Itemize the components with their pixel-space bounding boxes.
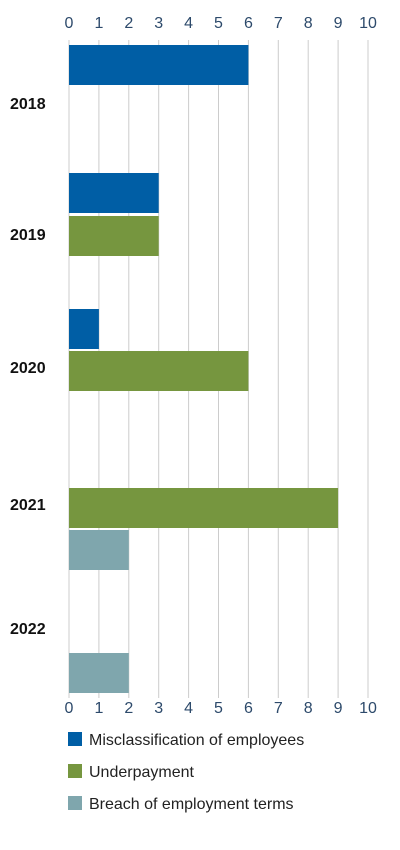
x-tick-top-6: 6 xyxy=(244,15,253,32)
bar-2020-underpayment xyxy=(69,351,249,391)
legend-label-0: Misclassification of employees xyxy=(89,732,304,749)
x-tick-bottom-7: 7 xyxy=(274,700,283,717)
x-tick-top-4: 4 xyxy=(184,15,193,32)
category-label-2019: 2019 xyxy=(10,227,46,244)
x-tick-top-5: 5 xyxy=(214,15,223,32)
x-tick-bottom-1: 1 xyxy=(94,700,103,717)
x-tick-top-3: 3 xyxy=(154,15,163,32)
x-tick-top-10: 10 xyxy=(359,15,377,32)
category-label-2021: 2021 xyxy=(10,497,46,514)
x-tick-top-8: 8 xyxy=(304,15,313,32)
x-axis-top: 0 1 2 3 4 5 6 7 8 9 10 xyxy=(65,15,377,32)
category-label-2022: 2022 xyxy=(10,621,46,638)
x-tick-top-0: 0 xyxy=(65,15,74,32)
x-tick-top-1: 1 xyxy=(94,15,103,32)
x-tick-top-2: 2 xyxy=(124,15,133,32)
x-tick-bottom-2: 2 xyxy=(124,700,133,717)
bar-2018-misclassification-of-employees xyxy=(69,45,249,85)
category-label-2020: 2020 xyxy=(10,360,46,377)
category-label-2018: 2018 xyxy=(10,96,46,113)
x-axis-bottom: 0 1 2 3 4 5 6 7 8 9 10 xyxy=(65,700,377,717)
legend-swatch-1 xyxy=(68,764,82,778)
x-tick-bottom-8: 8 xyxy=(304,700,313,717)
legend-swatch-2 xyxy=(68,796,82,810)
category-labels: 2018 2019 2020 2021 2022 xyxy=(10,96,46,638)
bar-2019-underpayment xyxy=(69,216,159,256)
x-tick-bottom-0: 0 xyxy=(65,700,74,717)
legend-label-2: Breach of employment terms xyxy=(89,796,294,813)
bar-2021-breach-of-employment-terms xyxy=(69,530,129,570)
legend-swatch-0 xyxy=(68,732,82,746)
bar-2022-breach-of-employment-terms xyxy=(69,653,129,693)
bar-2019-misclassification-of-employees xyxy=(69,173,159,213)
x-tick-bottom-4: 4 xyxy=(184,700,193,717)
x-tick-bottom-9: 9 xyxy=(334,700,343,717)
bar-2020-misclassification-of-employees xyxy=(69,309,99,349)
bars xyxy=(69,45,339,693)
bar-2021-underpayment xyxy=(69,488,339,528)
x-tick-top-7: 7 xyxy=(274,15,283,32)
x-tick-bottom-3: 3 xyxy=(154,700,163,717)
x-tick-bottom-10: 10 xyxy=(359,700,377,717)
legend: Misclassification of employees Underpayme… xyxy=(68,732,304,813)
x-tick-bottom-5: 5 xyxy=(214,700,223,717)
x-tick-bottom-6: 6 xyxy=(244,700,253,717)
x-tick-top-9: 9 xyxy=(334,15,343,32)
legend-label-1: Underpayment xyxy=(89,764,195,781)
